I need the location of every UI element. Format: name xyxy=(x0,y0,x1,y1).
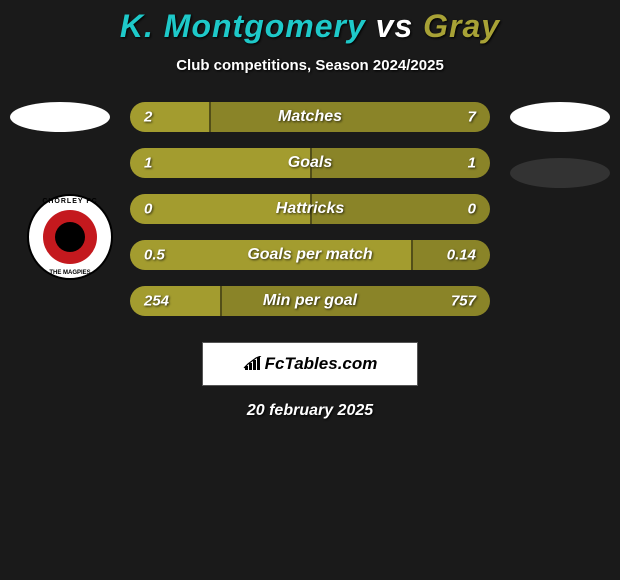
stat-value-right: 0.14 xyxy=(447,247,476,264)
stat-bar-gpm: 0.5 Goals per match 0.14 xyxy=(130,240,490,270)
stat-label: Goals xyxy=(288,154,332,172)
stat-value-right: 0 xyxy=(468,201,476,218)
bar-divider xyxy=(411,240,413,270)
stat-value-left: 2 xyxy=(144,109,152,126)
comparison-card: K. Montgomery vs Gray Club competitions,… xyxy=(0,0,620,420)
stat-label: Matches xyxy=(278,108,342,126)
stat-row: 2 Matches 7 xyxy=(0,102,620,148)
stat-bar-mpg: 254 Min per goal 757 xyxy=(130,286,490,316)
stat-row: CHORLEY FC THE MAGPIES 1 Goals 1 xyxy=(0,148,620,194)
team1-badge-placeholder xyxy=(10,102,110,132)
brand-box[interactable]: FcTables.com xyxy=(202,342,418,386)
stat-value-left: 254 xyxy=(144,293,169,310)
stat-row: 0.5 Goals per match 0.14 xyxy=(0,240,620,286)
brand-text: FcTables.com xyxy=(265,354,378,374)
player2-name: Gray xyxy=(423,8,500,44)
stat-label: Goals per match xyxy=(247,246,372,264)
stat-label: Hattricks xyxy=(276,200,344,218)
chart-icon xyxy=(243,356,263,372)
stat-value-right: 1 xyxy=(468,155,476,172)
page-title: K. Montgomery vs Gray xyxy=(0,8,620,45)
stat-value-right: 757 xyxy=(451,293,476,310)
stat-bar-matches: 2 Matches 7 xyxy=(130,102,490,132)
brand-logo: FcTables.com xyxy=(243,354,378,374)
stat-value-left: 1 xyxy=(144,155,152,172)
bar-seg-left xyxy=(130,148,310,178)
bar-seg-right xyxy=(310,148,490,178)
bar-seg-right xyxy=(209,102,490,132)
stat-row: 254 Min per goal 757 xyxy=(0,286,620,332)
stat-bar-goals: 1 Goals 1 xyxy=(130,148,490,178)
date-text: 20 february 2025 xyxy=(0,402,620,420)
stat-bar-hattricks: 0 Hattricks 0 xyxy=(130,194,490,224)
bar-seg-left xyxy=(130,102,209,132)
player1-name: K. Montgomery xyxy=(120,8,366,44)
subtitle: Club competitions, Season 2024/2025 xyxy=(0,57,620,74)
stat-label: Min per goal xyxy=(263,292,357,310)
team2-badge-placeholder-2 xyxy=(510,158,610,188)
team2-badge-placeholder xyxy=(510,102,610,132)
stat-value-left: 0 xyxy=(144,201,152,218)
bar-divider xyxy=(220,286,222,316)
stat-row: 0 Hattricks 0 xyxy=(0,194,620,240)
bar-divider xyxy=(209,102,211,132)
vs-text: vs xyxy=(376,8,414,44)
stat-value-right: 7 xyxy=(468,109,476,126)
stat-value-left: 0.5 xyxy=(144,247,165,264)
